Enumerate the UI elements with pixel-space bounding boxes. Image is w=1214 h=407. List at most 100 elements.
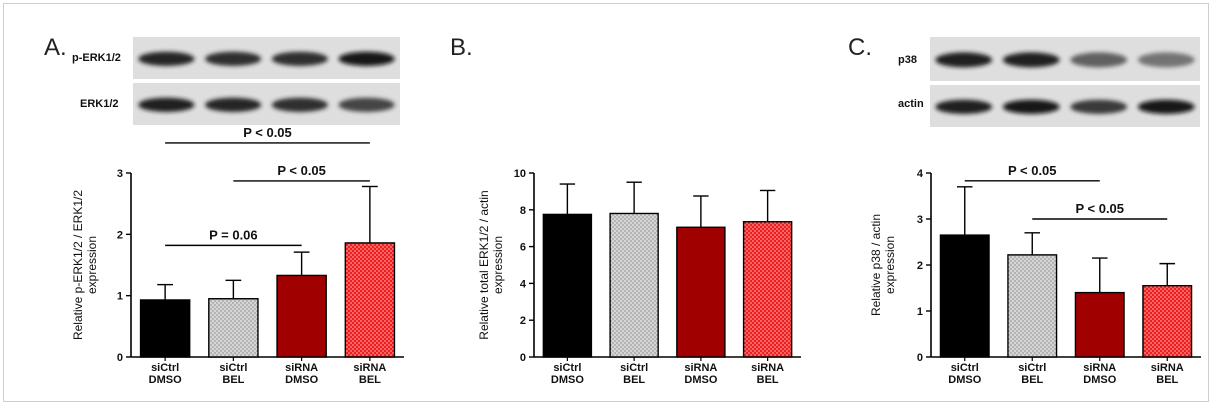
x-category-label-line: BEL	[1021, 374, 1043, 386]
y-axis-label-line: Relative total ERK1/2 / actin	[477, 190, 491, 339]
x-category-label-line: siCtrl	[620, 362, 648, 374]
bar-chart: 0 2 4 6 8 10 Relative total ERK1/2 / actinexpr…	[477, 168, 801, 386]
y-axis-label: Relative p-ERK1/2 / ERK1/2expression	[71, 190, 99, 340]
blot-band	[271, 51, 328, 66]
y-axis-label-line: expression	[883, 236, 897, 294]
western-blots	[133, 37, 1200, 127]
blot-band	[338, 97, 395, 112]
blot-label-p-erk: p-ERK1/2	[72, 52, 121, 64]
x-category-label-line: siRNA	[353, 362, 386, 374]
blot-strip	[133, 83, 400, 125]
x-category-label-line: siRNA	[1083, 362, 1116, 374]
x-category-label-line: siRNA	[684, 362, 717, 374]
blot-strip	[930, 37, 1200, 81]
significance-label: P < 0.05	[277, 163, 326, 178]
panel-letter-c: C.	[848, 34, 872, 61]
x-category-label: siRNA DMSO	[684, 362, 717, 386]
blot-band	[271, 97, 328, 112]
x-category-label-line: DMSO	[285, 374, 318, 386]
y-axis-label-line: Relative p-ERK1/2 / ERK1/2	[71, 190, 85, 340]
y-tick-label: 10	[514, 168, 526, 180]
bar	[1142, 285, 1193, 358]
blot-label-erk: ERK1/2	[80, 98, 119, 110]
x-category-label-line: DMSO	[149, 374, 182, 386]
x-category-label-line: siCtrl	[151, 362, 179, 374]
bar-chart: 0 1 2 3 4 Relative p38 / actinexpression siCtr…	[869, 163, 1201, 386]
bar	[742, 221, 793, 358]
x-category-label-line: BEL	[1156, 374, 1178, 386]
panel-letter-b: B.	[450, 34, 473, 61]
y-tick-label: 0	[520, 352, 526, 364]
y-tick-label: 3	[917, 214, 923, 226]
blot-band	[1002, 99, 1060, 114]
blot-strip	[133, 37, 400, 79]
y-tick-label: 0	[117, 352, 123, 364]
bar	[276, 274, 327, 358]
x-category-label: siRNA BEL	[751, 362, 784, 386]
blot-band	[205, 51, 262, 66]
y-tick-label: 3	[117, 168, 123, 180]
blot-band	[138, 51, 195, 66]
bar	[542, 213, 593, 358]
x-category-label: siCtrl BEL	[1018, 362, 1046, 386]
x-category-label-line: siCtrl	[951, 362, 979, 374]
x-category-label-line: siRNA	[285, 362, 318, 374]
y-tick-label: 4	[917, 168, 924, 180]
x-category-label-line: siCtrl	[553, 362, 581, 374]
x-category-label: siCtrl DMSO	[551, 362, 584, 386]
significance-label: P < 0.05	[243, 125, 292, 140]
bar	[1074, 291, 1125, 358]
x-category-label-line: siCtrl	[219, 362, 247, 374]
bar	[139, 299, 191, 358]
blot-band	[1137, 52, 1195, 68]
y-tick-label: 8	[520, 205, 526, 217]
x-category-label-line: siRNA	[1151, 362, 1184, 374]
x-category-label-line: BEL	[222, 374, 244, 386]
blot-band	[1137, 99, 1195, 114]
y-axis-label-line: expression	[85, 236, 99, 294]
bar	[1007, 254, 1058, 358]
x-category-label: siRNA BEL	[1151, 362, 1184, 386]
blot-band	[1002, 52, 1060, 68]
y-tick-label: 4	[520, 278, 527, 290]
x-category-label-line: BEL	[757, 374, 779, 386]
blot-label-p38: p38	[898, 54, 917, 66]
blot-strip	[930, 85, 1200, 127]
y-axis-label: Relative p38 / actinexpression	[869, 214, 897, 316]
y-tick-label: 6	[520, 242, 526, 254]
x-category-label: siRNA DMSO	[285, 362, 318, 386]
x-category-label: siRNA DMSO	[1083, 362, 1116, 386]
blot-band	[138, 97, 195, 112]
x-category-label-line: BEL	[359, 374, 381, 386]
significance-label: P = 0.06	[209, 227, 258, 242]
blot-band	[1070, 52, 1128, 68]
bar	[939, 234, 990, 358]
bar-chart: 0 1 2 3 Relative p-ERK1/2 / ERK1/2expression…	[71, 125, 404, 386]
y-tick-label: 2	[520, 315, 526, 327]
x-category-label-line: DMSO	[551, 374, 584, 386]
bar	[676, 226, 726, 358]
blot-band	[338, 51, 395, 66]
blot-band	[935, 52, 993, 68]
y-tick-label: 0	[917, 352, 923, 364]
blot-label-actin: actin	[898, 98, 924, 110]
x-category-label: siCtrl BEL	[219, 362, 247, 386]
y-axis-label: Relative total ERK1/2 / actinexpression	[477, 190, 505, 339]
y-tick-label: 2	[117, 229, 123, 241]
x-category-label-line: BEL	[623, 374, 645, 386]
y-tick-label: 1	[917, 306, 923, 318]
blot-band	[1070, 99, 1128, 114]
y-tick-label: 2	[917, 260, 923, 272]
bar	[344, 242, 396, 358]
x-category-label-line: DMSO	[684, 374, 717, 386]
x-category-label-line: DMSO	[1083, 374, 1116, 386]
y-axis-label-line: Relative p38 / actin	[869, 214, 883, 316]
x-category-label-line: siCtrl	[1018, 362, 1046, 374]
x-category-label-line: siRNA	[751, 362, 784, 374]
y-tick-label: 1	[117, 291, 123, 303]
significance-label: P < 0.05	[1008, 163, 1057, 178]
bar	[208, 298, 259, 358]
significance-label: P < 0.05	[1075, 201, 1124, 216]
